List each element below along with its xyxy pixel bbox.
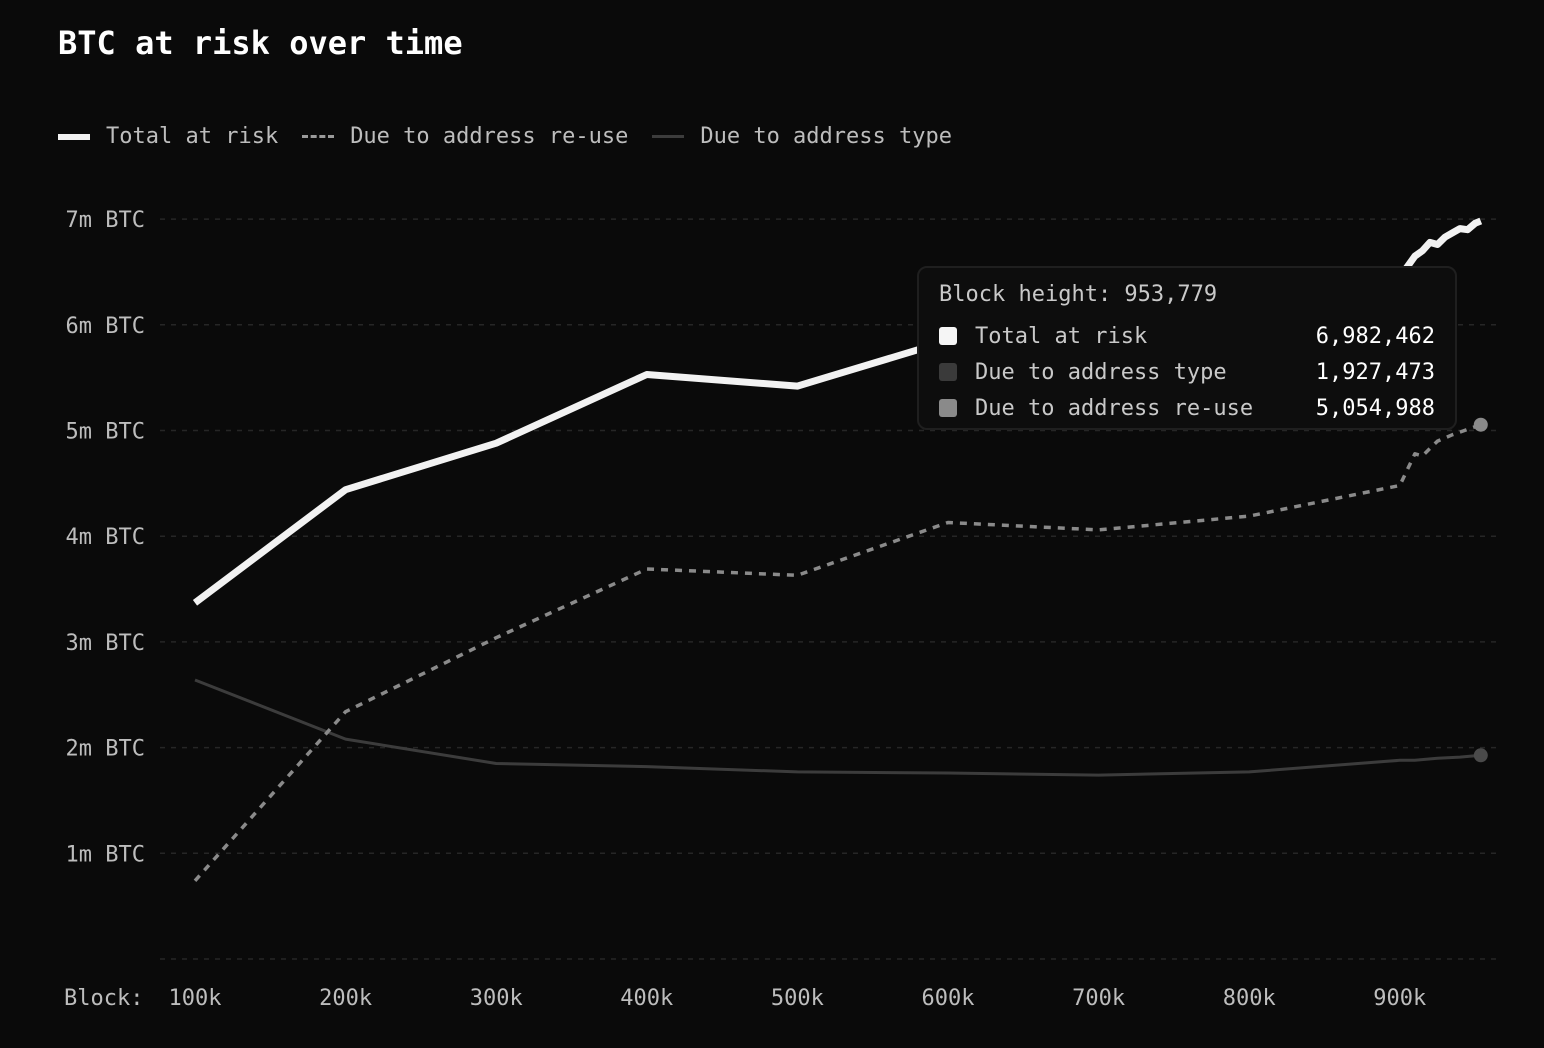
x-tick-label: 900k: [1373, 986, 1426, 1011]
tooltip-swatch-reuse: [939, 399, 957, 417]
chart-legend: Total at risk Due to address re-use Due …: [58, 124, 976, 149]
y-tick-label: 6m BTC: [66, 314, 145, 339]
x-axis-ticks: Block: 100k 200k 300k 400k 500k 600k 700k 800k 90…: [64, 986, 1426, 1011]
tooltip-swatch-type: [939, 363, 957, 381]
tooltip-row-total: Total at risk 6,982,462: [939, 318, 1435, 354]
chart-tooltip: Block height: 953,779 Total at risk 6,98…: [917, 266, 1457, 430]
chart-title: BTC at risk over time: [58, 24, 463, 62]
series-line-total: [192, 217, 1483, 606]
grid-lines: [160, 218, 1500, 960]
tooltip-value-total: 6,982,462: [1315, 323, 1435, 349]
x-tick-label: 300k: [470, 986, 523, 1011]
x-tick-label: 100k: [169, 986, 222, 1011]
x-tick-label: 500k: [771, 986, 824, 1011]
x-tick-label: 400k: [620, 986, 673, 1011]
legend-item-total[interactable]: Total at risk: [58, 124, 278, 149]
legend-swatch-type: [652, 135, 685, 138]
x-axis-label: Block:: [64, 986, 143, 1011]
tooltip-row-type: Due to address type 1,927,473: [939, 354, 1435, 390]
legend-swatch-reuse: [302, 135, 335, 138]
legend-label-reuse: Due to address re-use: [350, 124, 629, 149]
legend-swatch-total: [58, 133, 90, 140]
series-lines: [192, 217, 1483, 882]
y-tick-label: 1m BTC: [66, 842, 145, 867]
tooltip-value-reuse: 5,054,988: [1315, 395, 1435, 421]
x-tick-label: 600k: [922, 986, 975, 1011]
legend-label-type: Due to address type: [700, 124, 953, 149]
marker-reuse: [1473, 417, 1488, 432]
marker-type: [1473, 748, 1488, 763]
tooltip-value-type: 1,927,473: [1315, 359, 1435, 385]
tooltip-swatch-total: [939, 327, 957, 345]
y-tick-label: 3m BTC: [66, 631, 145, 656]
legend-label-total: Total at risk: [106, 124, 279, 149]
hover-markers: [1473, 417, 1488, 763]
legend-item-type[interactable]: Due to address type: [652, 124, 952, 149]
y-tick-label: 5m BTC: [66, 420, 145, 445]
series-line-type: [194, 678, 1481, 777]
tooltip-label-total: Total at risk: [975, 323, 1148, 349]
tooltip-row-reuse: Due to address re-use 5,054,988: [939, 390, 1435, 426]
y-tick-label: 7m BTC: [66, 208, 145, 233]
tooltip-label-type: Due to address type: [975, 359, 1227, 385]
series-line-reuse: [193, 423, 1482, 882]
y-tick-label: 4m BTC: [66, 525, 145, 550]
tooltip-label-reuse: Due to address re-use: [975, 395, 1254, 421]
tooltip-header: Block height: 953,779: [939, 282, 1218, 307]
x-tick-label: 800k: [1223, 986, 1276, 1011]
y-tick-label: 2m BTC: [66, 737, 145, 762]
y-axis-ticks: 1m BTC 2m BTC 3m BTC 4m BTC 5m BTC 6m BTC 7m B…: [66, 208, 145, 867]
legend-item-reuse[interactable]: Due to address re-use: [302, 124, 628, 149]
x-tick-label: 200k: [319, 986, 372, 1011]
x-tick-label: 700k: [1072, 986, 1125, 1011]
